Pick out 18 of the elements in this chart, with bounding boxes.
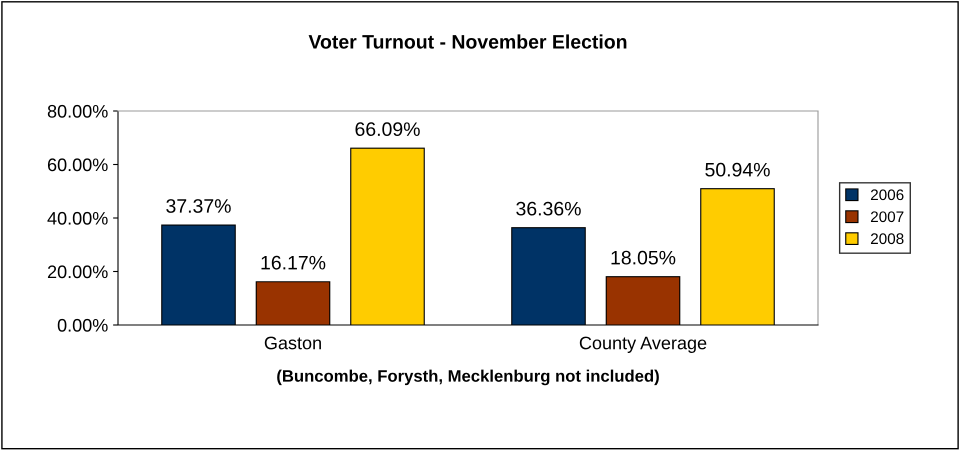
data-label: 16.17% bbox=[262, 256, 326, 270]
data-label: 18.05% bbox=[612, 250, 676, 265]
data-label: 66.09% bbox=[356, 122, 420, 136]
legend-label: 2008 bbox=[870, 233, 904, 244]
y-tick-label: 60.00% bbox=[48, 158, 108, 172]
y-tick-label: 20.00% bbox=[48, 265, 108, 278]
chart-title: Voter Turnout - November Election bbox=[308, 34, 626, 49]
x-axis-title: (Buncombe, Forysth, Mecklenburg not included) bbox=[277, 370, 659, 386]
legend-label: 2006 bbox=[870, 189, 904, 200]
legend-label: 2007 bbox=[870, 211, 904, 222]
data-label: 36.36% bbox=[516, 202, 581, 216]
y-tick-label: 80.00% bbox=[48, 104, 108, 118]
y-tick-label: 40.00% bbox=[47, 212, 108, 225]
data-label: 37.37% bbox=[166, 199, 231, 213]
data-label: 50.94% bbox=[705, 162, 770, 177]
y-tick-label: 0.00% bbox=[58, 318, 108, 332]
x-tick-label: Gaston bbox=[264, 336, 321, 350]
x-tick-label: County Average bbox=[580, 336, 706, 353]
